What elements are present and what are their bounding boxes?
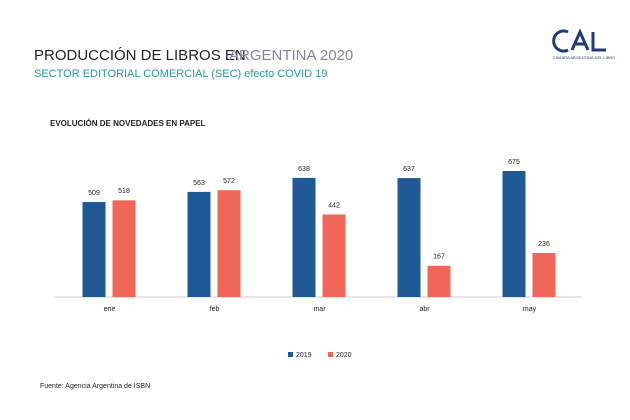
value-label: 637 [403,166,415,173]
value-label: 509 [88,190,100,197]
x-tick-label: feb [210,306,220,313]
legend-swatch [288,352,293,357]
subtitle: SECTOR EDITORIAL COMERCIAL (SEC) efecto … [34,68,327,80]
bar [82,201,106,297]
bar [322,214,346,297]
x-tick-label: abr [419,306,430,313]
bar [502,171,526,297]
title-accent: ARGENTINA 2020 [229,47,353,64]
bar [217,190,241,297]
chart-title: EVOLUCIÓN DE NOVEDADES EN PAPEL [50,119,206,128]
logo-a [570,28,590,51]
value-label: 236 [538,241,550,248]
bar [187,191,211,297]
value-label: 442 [328,202,340,209]
x-tick-label: ene [104,306,116,313]
legend-label: 2020 [336,352,352,359]
legend-label: 2019 [296,352,312,359]
value-label: 572 [223,178,235,185]
value-label: 518 [118,188,130,195]
source: Fuente: Agencia Argentina de ISBN [40,383,150,390]
logo-c [552,29,569,53]
legend-swatch [328,352,333,357]
x-tick-label: mar [313,306,326,313]
value-label: 167 [433,254,445,261]
logo-l [591,32,606,52]
value-label: 638 [298,166,310,173]
bar [112,200,136,297]
bar [292,177,316,297]
bar [532,252,556,297]
value-label: 563 [193,180,205,187]
x-tick-label: may [523,306,537,313]
value-label: 675 [508,159,520,166]
title-main: PRODUCCIÓN DE LIBROS EN [34,47,246,64]
logo-text: CÁMARA ARGENTINA DEL LIBRO [553,55,616,60]
bar [397,178,421,297]
logo: CÁMARA ARGENTINA DEL LIBRO [552,28,616,60]
bar [427,265,451,297]
